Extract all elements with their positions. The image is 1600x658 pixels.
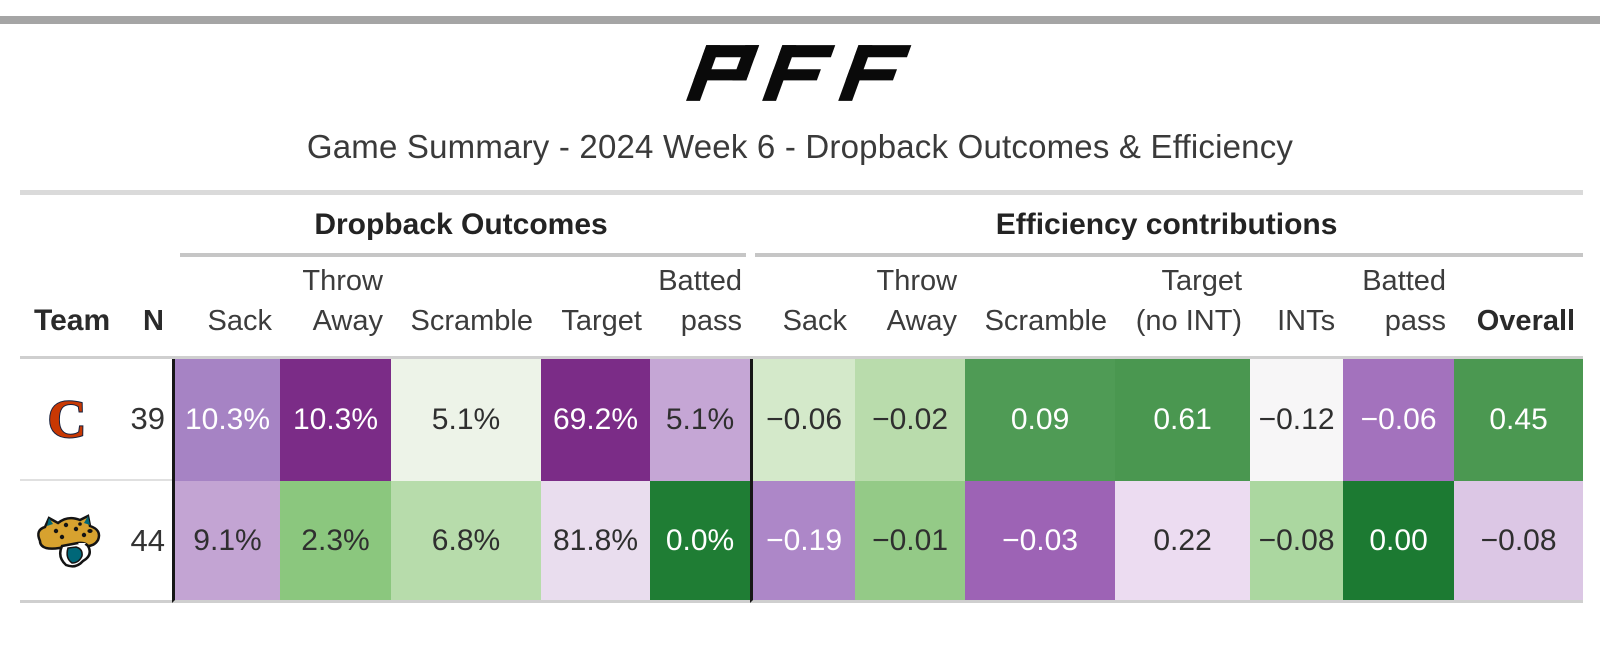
cell-scramble: 6.8% <box>391 481 541 603</box>
group-underline <box>180 253 747 257</box>
cell-target: 81.8% <box>541 481 650 603</box>
cell-throw-away: 10.3% <box>280 359 391 481</box>
column-header-ints: INTs <box>1250 257 1344 359</box>
cell-sack: 10.3% <box>172 359 280 481</box>
cell-eff-batted-pass: 0.00 <box>1343 481 1455 603</box>
cell-eff-throw-away: −0.02 <box>855 359 966 481</box>
n-cell: 39 <box>130 359 172 481</box>
table-row-bears: C 39 10.3% 10.3% 5.1% 69.2% 5.1% −0.06 −… <box>20 359 1584 481</box>
cell-target: 69.2% <box>541 359 650 481</box>
jaguars-logo-icon <box>37 513 101 568</box>
cell-target-no-int: 0.61 <box>1115 359 1251 481</box>
cell-eff-sack: −0.06 <box>750 359 856 481</box>
svg-text:C: C <box>48 393 87 445</box>
cell-ints: −0.08 <box>1250 481 1344 603</box>
column-header-eff-batted-pass: Batted pass <box>1343 257 1455 359</box>
group-header-efficiency: Efficiency contributions <box>750 195 1584 257</box>
page-title: Game Summary - 2024 Week 6 - Dropback Ou… <box>306 128 1294 165</box>
column-header-target-no-int: Target (no INT) <box>1115 257 1251 359</box>
column-header-scramble: Scramble <box>391 257 541 359</box>
cell-eff-scramble: −0.03 <box>965 481 1116 603</box>
cell-throw-away: 2.3% <box>280 481 391 603</box>
column-header-batted-pass: Batted pass <box>650 257 751 359</box>
cell-sack: 9.1% <box>172 481 280 603</box>
column-header-throw-away: Throw Away <box>280 257 391 359</box>
group-header-row: Dropback Outcomes Efficiency contributio… <box>20 195 1584 257</box>
group-title-dropback: Dropback Outcomes <box>314 208 608 241</box>
cell-overall: 0.45 <box>1454 359 1584 481</box>
cell-batted-pass: 0.0% <box>650 481 751 603</box>
top-divider-bar <box>0 16 1600 24</box>
cell-eff-batted-pass: −0.06 <box>1343 359 1455 481</box>
column-header-n: N <box>130 257 172 359</box>
cell-eff-sack: −0.19 <box>750 481 856 603</box>
pff-logo <box>0 44 1600 102</box>
cell-batted-pass: 5.1% <box>650 359 751 481</box>
cell-overall: −0.08 <box>1454 481 1584 603</box>
column-header-team: Team <box>20 257 130 359</box>
column-header-target: Target <box>541 257 650 359</box>
pff-logo-icon <box>686 45 912 101</box>
bears-logo-icon: C <box>47 393 88 445</box>
column-header-eff-scramble: Scramble <box>965 257 1116 359</box>
dropback-summary-table: Dropback Outcomes Efficiency contributio… <box>20 190 1584 603</box>
group-header-spacer <box>20 195 172 257</box>
cell-eff-throw-away: −0.01 <box>855 481 966 603</box>
column-header-eff-sack: Sack <box>750 257 856 359</box>
column-header-sack: Sack <box>172 257 280 359</box>
column-header-row: Team N Sack Throw Away Scramble Target Ba… <box>20 257 1584 359</box>
cell-target-no-int: 0.22 <box>1115 481 1251 603</box>
team-cell: C <box>20 359 130 481</box>
column-header-overall: Overall <box>1454 257 1584 359</box>
team-cell <box>20 481 130 603</box>
table-row-jaguars: 44 9.1% 2.3% 6.8% 81.8% 0.0% −0.19 −0.01… <box>20 481 1584 603</box>
group-title-efficiency: Efficiency contributions <box>995 208 1338 241</box>
group-underline <box>755 253 1584 257</box>
cell-ints: −0.12 <box>1250 359 1344 481</box>
group-header-dropback: Dropback Outcomes <box>172 195 750 257</box>
cell-eff-scramble: 0.09 <box>965 359 1116 481</box>
n-cell: 44 <box>130 481 172 603</box>
column-header-eff-throw-away: Throw Away <box>855 257 966 359</box>
cell-scramble: 5.1% <box>391 359 541 481</box>
